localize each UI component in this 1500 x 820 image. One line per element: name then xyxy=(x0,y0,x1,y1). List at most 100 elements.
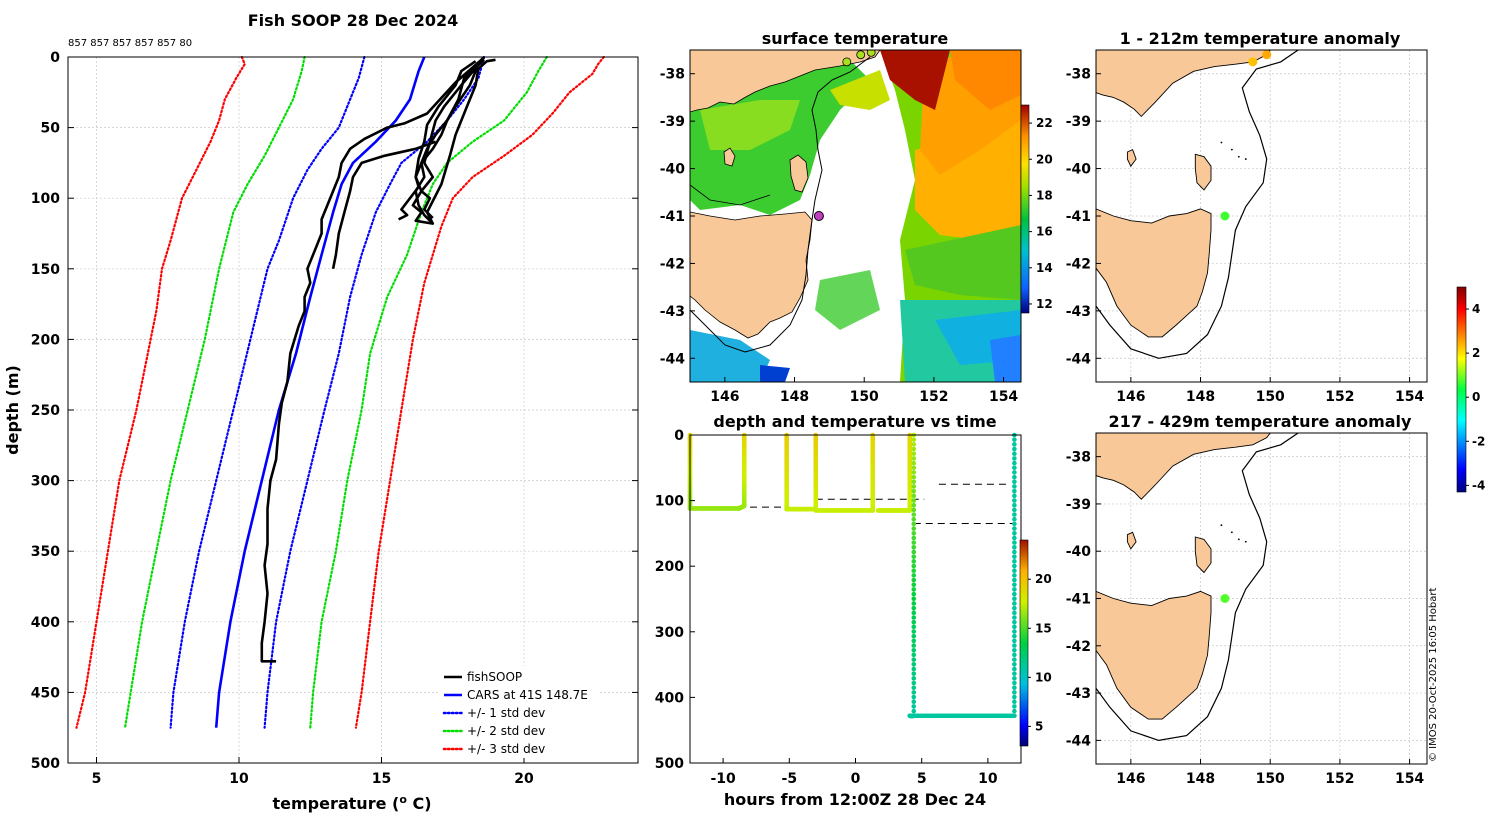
depth-time-sample xyxy=(1012,451,1017,457)
sst-colorbar-ticks: 12 14 16 18 20 22 xyxy=(1029,116,1053,311)
depth-time-sample xyxy=(911,685,917,690)
depth-time-sample xyxy=(911,694,917,700)
land-flinders-island xyxy=(1194,536,1212,574)
lat-tick-label: -38 xyxy=(1066,450,1091,466)
depth-time-sample xyxy=(911,610,917,616)
depth-time-sample xyxy=(1012,516,1017,522)
x-tick-label: 15 xyxy=(372,771,391,787)
sst-colorbar-label: 14 xyxy=(1036,261,1053,275)
anomaly-point xyxy=(1262,50,1272,60)
depth-time-colorbar-ticks: 5 10 15 20 xyxy=(1028,572,1052,733)
islet xyxy=(1237,538,1240,541)
sst-title: surface temperature xyxy=(762,29,949,48)
depth-time-sample xyxy=(1012,512,1017,517)
depth-time-sample xyxy=(911,605,917,611)
profile-line xyxy=(331,140,437,270)
sst-track-point xyxy=(866,50,876,57)
sst-colorbar-label: 20 xyxy=(1036,152,1053,166)
depth-time-sample xyxy=(1012,493,1017,499)
depth-time-sample xyxy=(911,699,917,705)
depth-time-sample xyxy=(1012,661,1017,667)
land-victoria xyxy=(1096,50,1271,118)
lon-tick-label: 146 xyxy=(1116,771,1145,787)
y-tick-label: 350 xyxy=(31,544,60,560)
anomaly-point xyxy=(1220,211,1230,221)
depth-time-sample xyxy=(911,456,917,461)
y-tick-label: 300 xyxy=(31,474,60,490)
islet xyxy=(1220,524,1223,527)
shelf-contour xyxy=(1096,50,1299,359)
islet xyxy=(1230,148,1233,151)
depth-time-sample xyxy=(911,596,917,602)
profile-line xyxy=(169,55,366,729)
depth-time-sample xyxy=(1012,647,1017,653)
lat-tick-label: -38 xyxy=(1066,67,1091,83)
anomaly-point xyxy=(1220,594,1230,603)
sst-ticks: 146 148 150 152 154 -38 -39 -40 -41 -42 -43 -44 xyxy=(660,67,1019,405)
depth-time-sample xyxy=(911,601,917,606)
lon-tick-label: 146 xyxy=(710,389,739,405)
anomaly-colorbar-ticks: 4 2 0 -2 -4 xyxy=(1466,302,1485,492)
islet xyxy=(1230,531,1233,534)
sst-colorbar xyxy=(1020,104,1030,314)
page-title: Fish SOOP 28 Dec 2024 xyxy=(248,11,458,30)
depth-time-sample xyxy=(1012,633,1017,639)
profile-line xyxy=(214,56,426,728)
depth-time-sample xyxy=(1012,685,1017,690)
lon-tick-label: 152 xyxy=(1325,771,1354,787)
lon-tick-label: 154 xyxy=(1395,389,1424,405)
depth-time-sample xyxy=(911,633,917,639)
depth-time-sample xyxy=(911,474,917,480)
sst-colorbar-label: 18 xyxy=(1036,188,1053,202)
depth-time-sample xyxy=(911,708,917,714)
lat-tick-label: -43 xyxy=(1066,686,1091,702)
depth-time-sample xyxy=(1012,498,1017,503)
depth-time-sample xyxy=(911,484,917,489)
depth-time-sample xyxy=(1012,545,1017,550)
y-tick-label: 400 xyxy=(31,615,60,631)
depth-tick-label: 100 xyxy=(655,494,684,510)
depth-time-sample xyxy=(911,498,917,503)
lat-tick-label: -42 xyxy=(1066,256,1091,272)
lat-tick-label: -41 xyxy=(1066,209,1091,225)
depth-time-series xyxy=(687,432,1017,719)
map-grid xyxy=(1096,50,1427,382)
depth-time-sample xyxy=(1012,488,1017,494)
depth-time-sample xyxy=(911,512,917,517)
x-tick-label: 5 xyxy=(92,771,102,787)
sst-track-points xyxy=(842,50,876,67)
depth-time-sample xyxy=(911,465,917,471)
lon-tick-label: 148 xyxy=(780,389,809,405)
lon-tick-label: 148 xyxy=(1186,389,1215,405)
y-tick-label: 200 xyxy=(31,332,60,348)
y-tick-label: 150 xyxy=(31,262,60,278)
sst-cast-marker xyxy=(813,211,824,221)
land-island xyxy=(1126,148,1137,168)
lat-tick-label: -43 xyxy=(660,304,685,320)
depth-time-sample xyxy=(1012,446,1017,452)
depth-time-sample xyxy=(1012,708,1017,714)
depth-time-xlabel: hours from 12:00Z 28 Dec 24 xyxy=(724,790,986,809)
lat-tick-label: -42 xyxy=(660,256,685,272)
land-tasmania xyxy=(1096,590,1212,720)
lon-tick-label: 154 xyxy=(989,389,1018,405)
land-flinders-island xyxy=(1194,153,1212,191)
depth-time-sample xyxy=(1012,582,1017,588)
depth-time-sample xyxy=(1012,573,1017,578)
depth-time-sample xyxy=(911,535,917,541)
legend-label: +/- 3 std dev xyxy=(467,742,545,756)
depth-time-sample xyxy=(911,451,917,457)
anomaly-colorbar-label: -2 xyxy=(1472,434,1485,448)
depth-time-sample xyxy=(1012,601,1017,606)
depth-time-sample xyxy=(911,615,917,620)
legend-label: +/- 2 std dev xyxy=(467,724,545,738)
depth-time-sample xyxy=(1012,563,1017,569)
lon-tick-label: 152 xyxy=(919,389,948,405)
depth-time-sample xyxy=(1012,615,1017,620)
islet xyxy=(1244,540,1247,543)
depth-time-sample xyxy=(911,530,917,536)
x-tick-label: 20 xyxy=(514,771,534,787)
profile-legend: fishSOOP CARS at 41S 148.7E +/- 1 std dev +… xyxy=(440,666,598,758)
sst-colorbar-label: 16 xyxy=(1036,225,1053,239)
